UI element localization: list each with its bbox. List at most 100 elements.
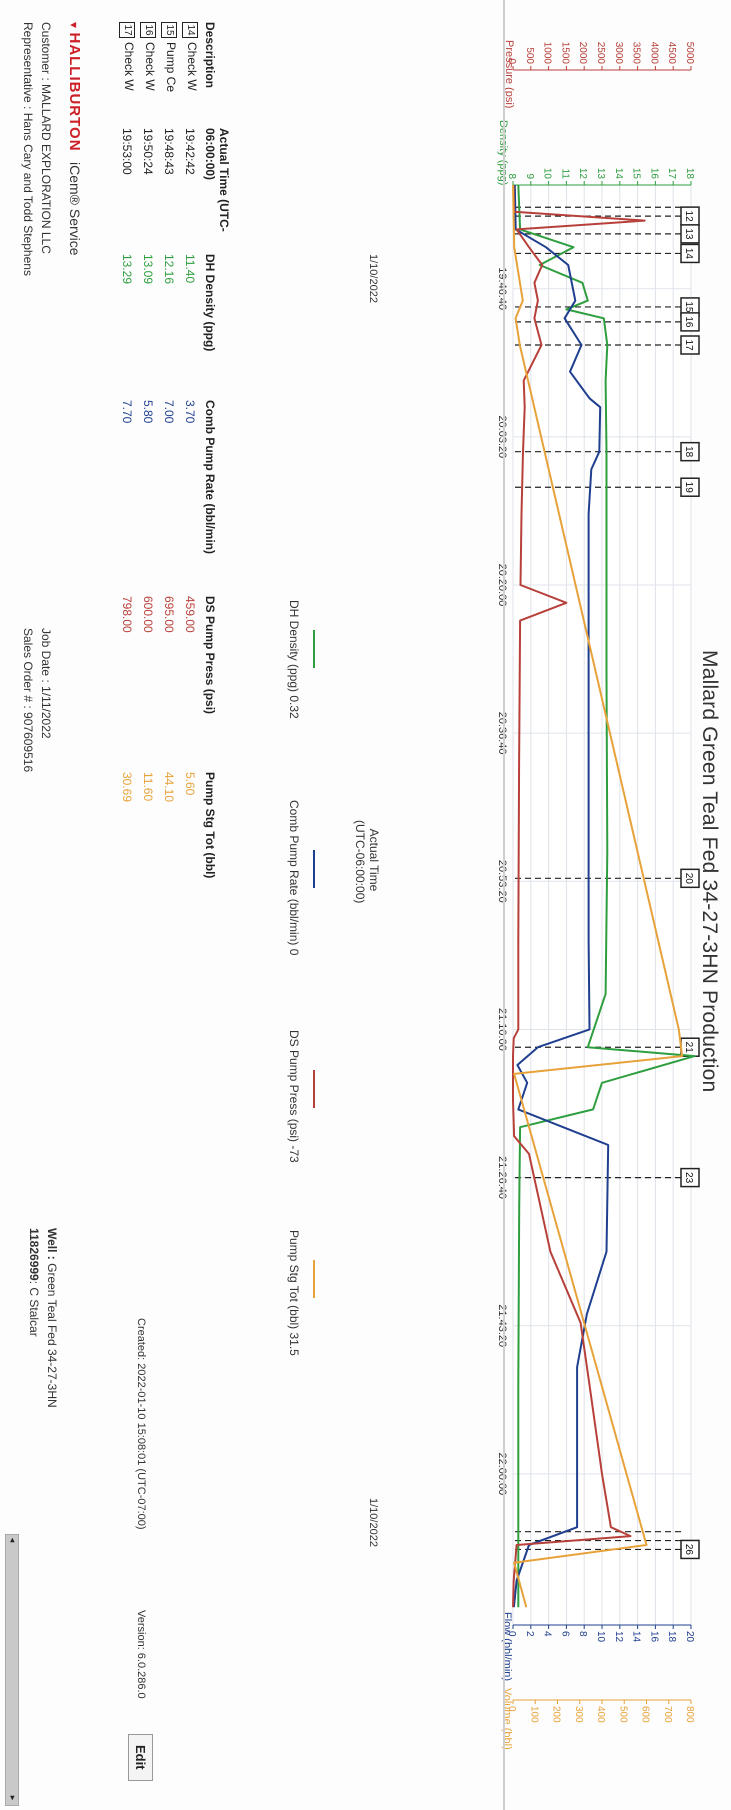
pressure-tick-label: 0 [506, 58, 517, 64]
th-time: Actual Time (UTC-06:00:00) [203, 128, 231, 232]
legend-swatch-density [313, 630, 315, 668]
row-stg: 44.10 [162, 772, 177, 803]
density-tick-label: 17 [666, 168, 677, 180]
volume-tick-label: 800 [684, 1706, 695, 1723]
flow-tick-label: 0 [506, 1631, 517, 1637]
th-press: DS Pump Press (psi) [203, 596, 217, 715]
event-label-13: 13 [683, 228, 694, 240]
density-tick-label: 10 [542, 168, 553, 180]
density-tick-label: 18 [684, 168, 695, 180]
legend-label-rate: Comb Pump Rate (bbl/min) 0 [287, 800, 301, 956]
version-text: Version: 6.0.286.0 [135, 1610, 147, 1699]
row-description: 15 Pump Ce [159, 22, 180, 128]
event-label-16: 16 [683, 316, 694, 328]
row-rate: 5.80 [141, 400, 156, 424]
event-label-17: 17 [683, 339, 694, 351]
pressure-tick-label: 3000 [613, 42, 624, 65]
row-stg: 11.60 [141, 772, 156, 802]
density-tick-label: 9 [524, 173, 535, 179]
customer-value: MALLARD EXPLORATION LLC [39, 84, 53, 254]
pressure-tick-label: 1500 [559, 42, 570, 65]
row-stg: 5.60 [183, 772, 198, 796]
time-tick-label: 22:00:00 [496, 1452, 508, 1495]
row-density: 13.29 [120, 254, 135, 285]
table-row[interactable]: 14 Check W 19:42:42 11.40 3.70 459.00 5.6… [180, 22, 201, 918]
sales-order-label: Sales Order # : [21, 628, 35, 709]
row-press: 600.00 [141, 596, 156, 633]
events-table-header: Description Actual Time (UTC-06:00:00) D… [201, 22, 231, 918]
table-row[interactable]: 15 Pump Ce 19:48:43 12.16 7.00 695.00 44.… [159, 22, 180, 918]
event-box-20 [680, 868, 700, 889]
density-tick-label: 15 [631, 168, 642, 180]
table-row[interactable]: 17 Check W 19:53:00 13.29 7.70 798.00 30.… [117, 22, 138, 918]
event-label-18: 18 [683, 446, 694, 458]
density-tick-label: 13 [595, 168, 606, 180]
row-time: 19:50:24 [141, 128, 156, 175]
volume-tick-label: 100 [528, 1706, 539, 1723]
legend-label-pressure: DS Pump Press (psi) -73 [287, 1030, 301, 1163]
engineer-line: 11826999: C Stalcar [27, 1228, 41, 1337]
flow-tick-label: 14 [631, 1631, 642, 1643]
scroll-left-icon[interactable]: ◂ [8, 1537, 18, 1543]
event-label-20: 20 [683, 873, 694, 885]
x-axis-label-line2: (UTC-06:00:00) [353, 820, 367, 904]
row-time: 19:42:42 [183, 128, 198, 175]
row-desc-text: Check W [122, 42, 136, 91]
horizontal-scrollbar[interactable] [5, 1534, 19, 1806]
row-desc-text: Check W [185, 42, 199, 91]
event-label-26: 26 [683, 1544, 694, 1556]
date-left: 1/10/2022 [367, 254, 379, 303]
row-press: 695.00 [162, 596, 177, 633]
engineer-code: 11826999 [27, 1228, 41, 1281]
representative-label: Representative : [21, 22, 35, 110]
flow-tick-label: 2 [524, 1631, 535, 1637]
panel-divider [503, 0, 505, 1810]
series-line-pressure [512, 184, 646, 1608]
time-tick-label: 20:53:20 [496, 860, 508, 903]
scroll-right-icon[interactable]: ▸ [8, 1795, 18, 1801]
volume-tick-label: 200 [551, 1706, 562, 1723]
row-time: 19:53:00 [120, 128, 135, 175]
event-label-12: 12 [683, 211, 694, 223]
job-date-line: Job Date : 1/11/2022 [39, 628, 53, 739]
row-press: 459.00 [183, 596, 198, 633]
flow-tick-label: 12 [613, 1631, 624, 1643]
row-description: 16 Check W [138, 22, 159, 128]
legend-swatch-volume [313, 1260, 315, 1298]
collapse-arrow-icon[interactable]: ▾ [67, 22, 81, 29]
event-box-23 [680, 1167, 700, 1188]
axes: 19:46:40 20:03:20 20:20:00 20:36:40 20:53:20… [496, 42, 695, 1723]
time-tick-label: 21:26:40 [496, 1156, 508, 1199]
representative-line: Representative : Hans Cary and Todd Step… [21, 22, 35, 276]
row-rate: 3.70 [183, 400, 198, 424]
density-tick-label: 8 [506, 173, 517, 179]
event-label-21: 21 [683, 1042, 694, 1054]
row-desc-text: Pump Ce [164, 42, 178, 93]
event-label-19: 19 [683, 482, 694, 494]
th-density: DH Density (ppg) [203, 254, 217, 352]
density-tick-label: 16 [648, 168, 659, 180]
x-axis-label: Actual Time (UTC-06:00:00) [353, 820, 381, 904]
edit-button[interactable]: Edit [128, 1734, 153, 1781]
legend-swatch-rate [313, 850, 315, 888]
pressure-tick-label: 2000 [577, 42, 588, 65]
th-stg: Pump Stg Tot (bbl) [203, 772, 217, 879]
legend-label-volume: Pump Stg Tot (bbl) 31.5 [287, 1230, 301, 1356]
volume-tick-label: 400 [595, 1706, 606, 1723]
event-box-14 [680, 243, 700, 264]
event-id-box: 16 [140, 22, 156, 38]
table-row[interactable]: 16 Check W 19:50:24 13.09 5.80 600.00 11.… [138, 22, 159, 918]
job-date-label: Job Date : [39, 628, 53, 683]
row-desc-text: Check W [143, 42, 157, 91]
series-line-volume [512, 184, 684, 1608]
volume-tick-label: 600 [640, 1706, 651, 1723]
event-label-15: 15 [683, 301, 694, 313]
event-box-26 [680, 1539, 700, 1560]
density-tick-label: 14 [613, 168, 624, 180]
events-table: Description Actual Time (UTC-06:00:00) D… [117, 22, 231, 918]
flow-tick-label: 10 [595, 1631, 606, 1643]
legend-label-density: DH Density (ppg) 0.32 [287, 600, 301, 719]
density-tick-label: 11 [559, 169, 570, 180]
